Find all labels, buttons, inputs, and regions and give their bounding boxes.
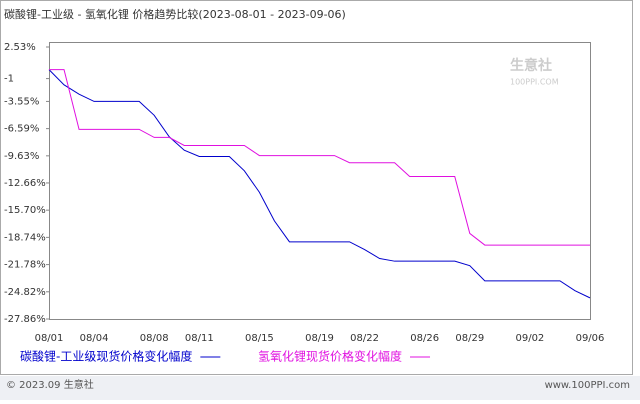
footer-bar	[0, 376, 640, 400]
x-tick-label: 08/11	[185, 333, 214, 344]
watermark-site: 100PPI.COM	[510, 78, 559, 87]
y-tick-label: -24.82%	[4, 287, 46, 298]
plot-frame	[49, 42, 591, 320]
y-tick-label: -1	[4, 74, 14, 85]
legend-label: 碳酸锂-工业级现货价格变化幅度	[20, 349, 192, 364]
x-tick-label: 08/04	[80, 333, 109, 344]
y-tick-label: -21.78%	[4, 260, 46, 271]
chart-frame	[0, 0, 633, 375]
watermark-name: 生意社	[510, 57, 552, 74]
y-tick-label: 2.53%	[4, 42, 36, 53]
y-tick-label: -12.66%	[4, 178, 46, 189]
chart-title: 碳酸锂-工业级 - 氢氧化锂 价格趋势比较(2023-08-01 - 2023-…	[4, 7, 346, 21]
x-tick-label: 08/19	[305, 333, 334, 344]
y-tick-label: -6.59%	[4, 124, 39, 135]
series-line	[49, 69, 590, 246]
y-tick-label: -9.63%	[4, 151, 39, 162]
x-tick-label: 08/29	[455, 333, 484, 344]
footer-right: www.100PPI.com	[545, 380, 630, 391]
y-tick-label: -15.70%	[4, 205, 46, 216]
legend-label: 氢氧化锂现货价格变化幅度	[258, 349, 402, 364]
x-tick-label: 09/02	[515, 333, 544, 344]
footer-left: © 2023.09 生意社	[6, 378, 94, 391]
x-tick-label: 08/22	[350, 333, 379, 344]
series-line	[48, 69, 591, 299]
y-tick-label: -18.74%	[4, 232, 46, 243]
y-tick-label: -3.55%	[4, 96, 39, 107]
x-tick-label: 08/15	[245, 333, 274, 344]
x-tick-label: 09/06	[576, 333, 605, 344]
y-tick-label: -27.86%	[4, 314, 46, 325]
x-tick-label: 08/08	[140, 333, 169, 344]
x-tick-label: 08/26	[410, 333, 439, 344]
x-tick-label: 08/01	[35, 333, 64, 344]
